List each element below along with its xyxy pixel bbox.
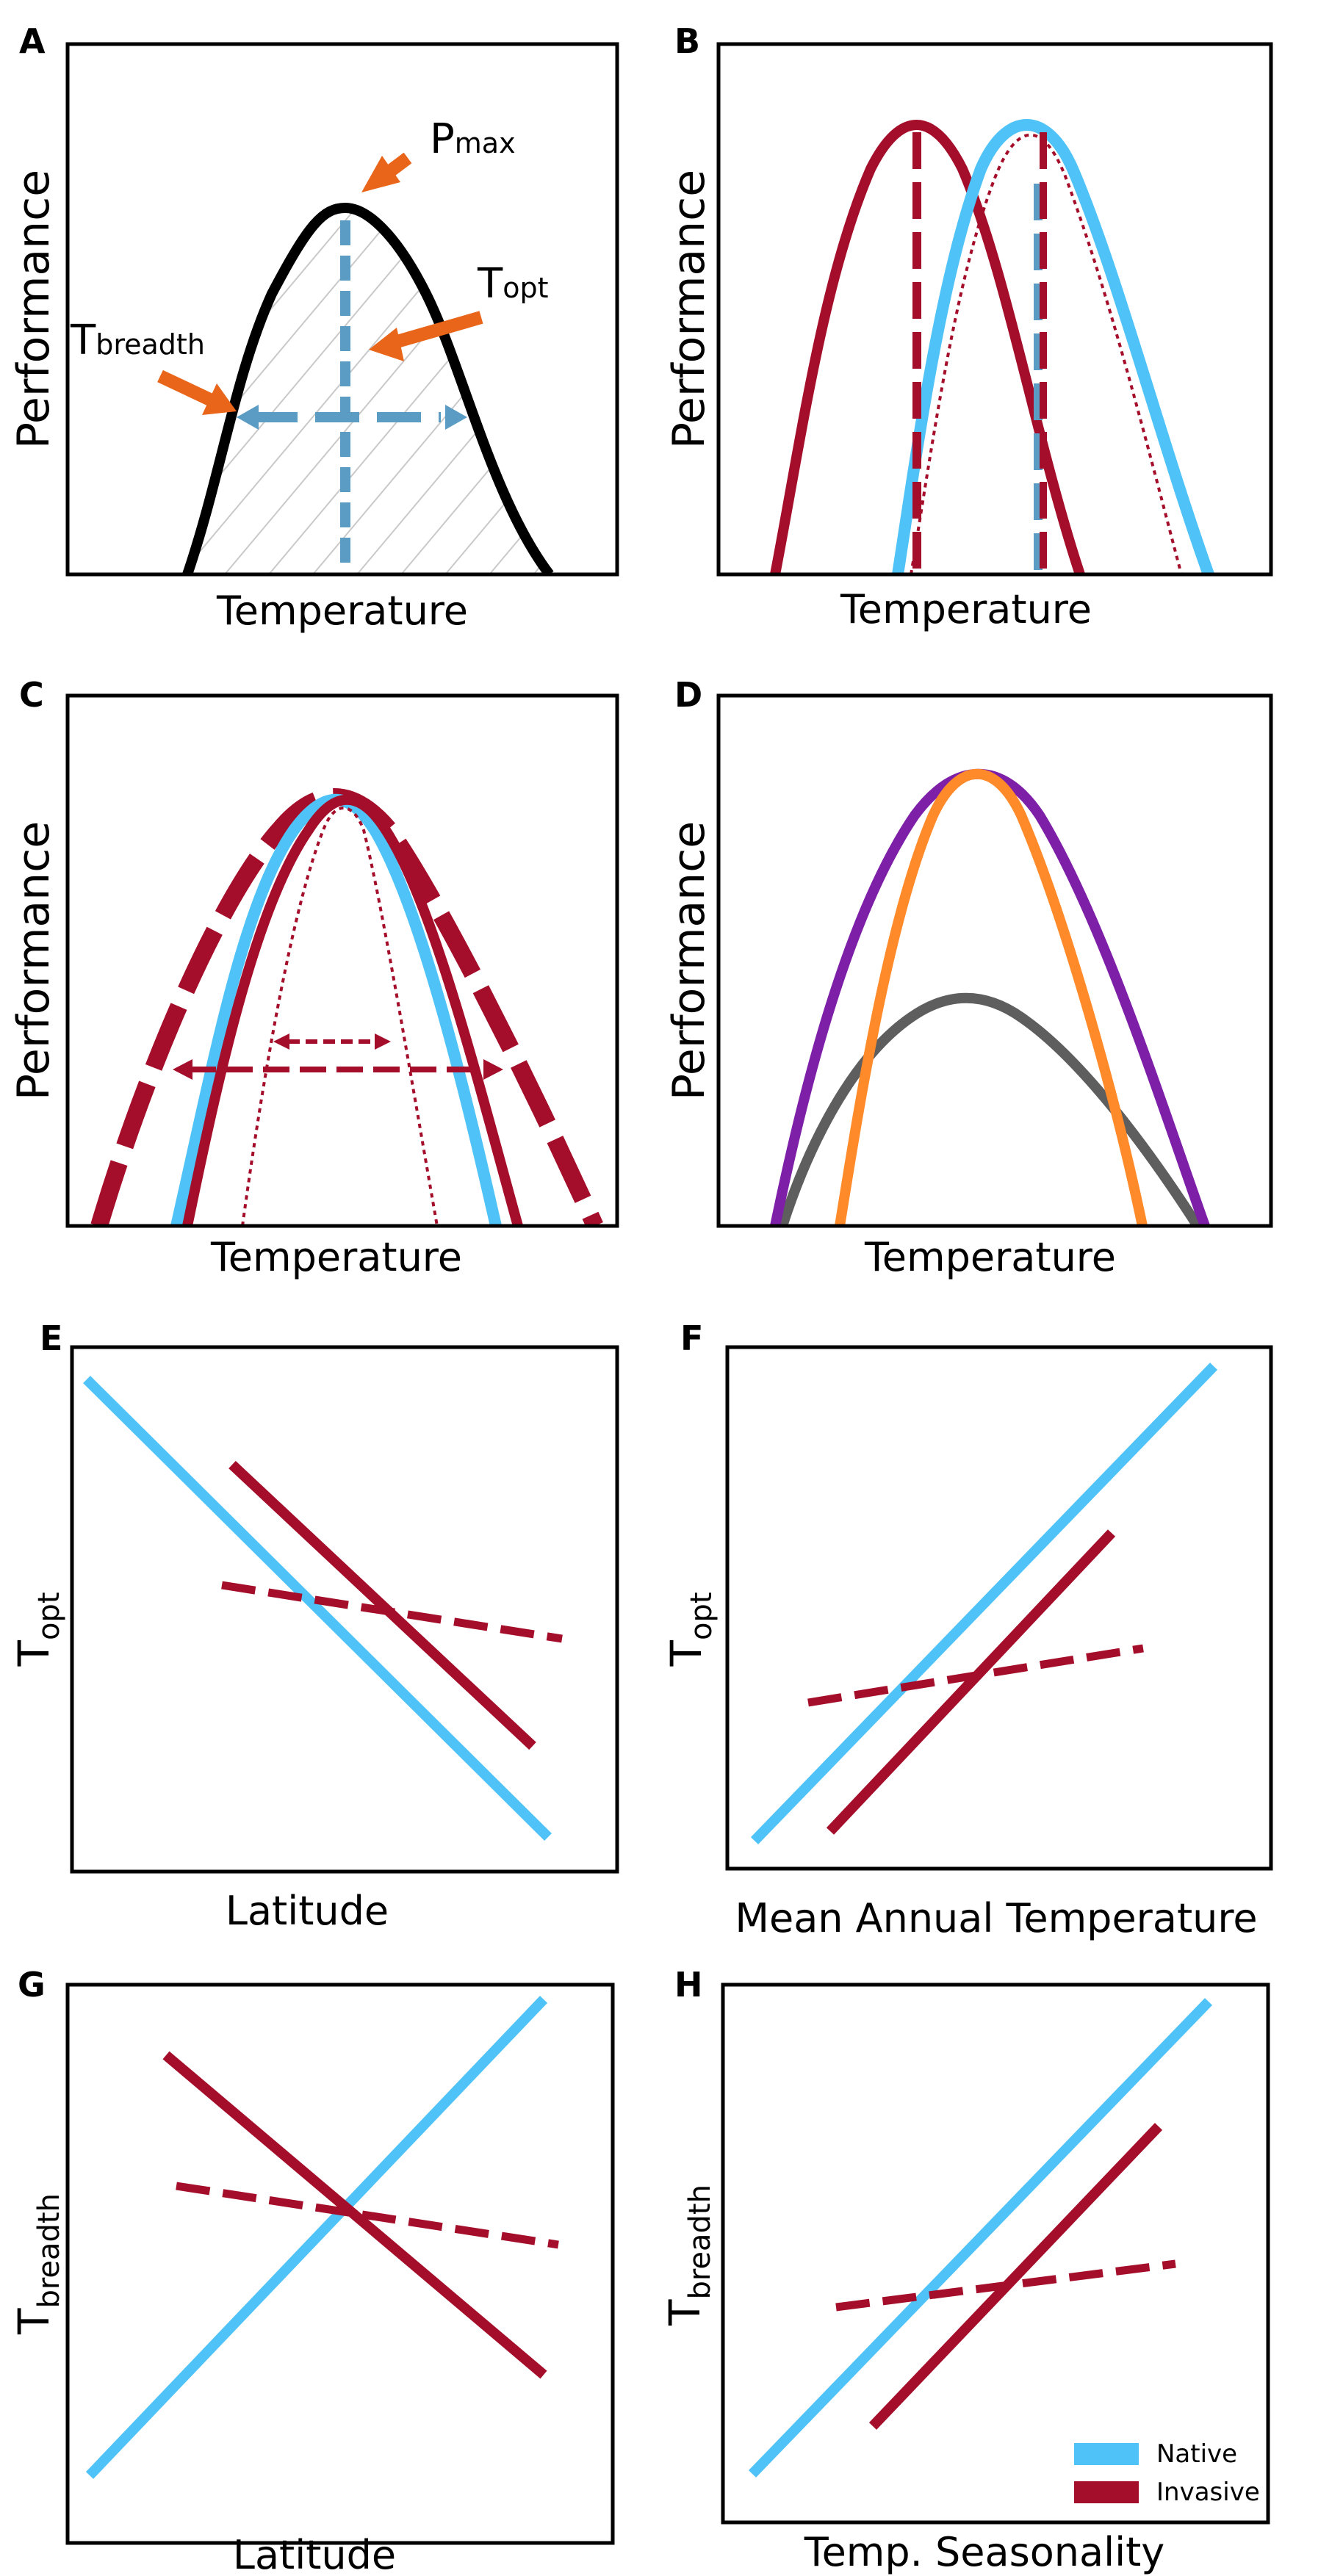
y-axis-label: Performance (8, 821, 60, 1100)
panel-letter-e: E (40, 1318, 62, 1358)
x-axis-label: Temp. Seasonality (804, 2529, 1164, 2575)
x-axis-label: Mean Annual Temperature (735, 1895, 1257, 1941)
panel-letter-d: D (674, 675, 702, 715)
panel-letter-f: F (680, 1318, 703, 1358)
invasive-curve-narrow (910, 134, 1183, 574)
panel-frame (70, 1345, 619, 1874)
native-trend-line (748, 1998, 1213, 2478)
panel-letter-h: H (674, 1965, 703, 2005)
narrow-arrowhead-right (375, 1033, 391, 1050)
pmax-arrow (361, 152, 412, 192)
invasive-curve-shifted (770, 120, 1085, 574)
x-axis-label: Temperature (864, 1234, 1116, 1280)
narrow-arrowhead-left (273, 1033, 289, 1050)
y-axis-label: Topt (9, 1592, 66, 1667)
y-axis-label: Performance (663, 170, 715, 449)
invasive-curve (182, 794, 523, 1226)
topt-arrow (369, 311, 483, 361)
panel-letter-g: G (18, 1965, 46, 2005)
panel-d: D Temperature Performance (663, 675, 1273, 1280)
panel-h: H Native Invasive Temp. Seasonality Tbre… (660, 1965, 1270, 2575)
native-trend-line (85, 1996, 548, 2479)
invasive-trend-line (826, 1529, 1116, 1835)
panel-letter-c: C (19, 675, 44, 715)
panel-e: E Latitude Topt (9, 1318, 619, 1934)
y-axis-label: Topt (661, 1592, 719, 1667)
breadth-arrowhead-left (237, 405, 259, 430)
invasive-trend-line (868, 2123, 1163, 2430)
native-curve (170, 793, 502, 1226)
y-axis-label: Performance (663, 821, 715, 1100)
x-axis-label: Temperature (210, 1234, 462, 1280)
panel-b: B Temperature Performance (663, 21, 1273, 632)
native-curve (892, 119, 1214, 574)
x-axis-label: Latitude (226, 1888, 389, 1934)
panel-frame (716, 693, 1273, 1228)
wide-arrowhead-left (173, 1059, 192, 1080)
panel-frame (725, 1345, 1273, 1871)
panel-frame (65, 42, 619, 577)
legend: Native Invasive (1074, 2439, 1260, 2507)
breadth-arrowhead-right (445, 405, 467, 430)
y-axis-label: Performance (8, 170, 60, 449)
invasive-curve-wide (90, 788, 603, 1226)
x-axis-label: Temperature (840, 586, 1092, 632)
orange-curve (835, 769, 1148, 1226)
wide-arrowhead-right (483, 1059, 503, 1080)
panel-a: A Pmax Topt Tbreadth Temperature Perform… (8, 21, 619, 634)
y-axis-label: Tbreadth (660, 2184, 717, 2326)
native-trend-line (83, 1376, 552, 1841)
x-axis-label: Temperature (216, 588, 468, 634)
legend-swatch-native (1074, 2443, 1139, 2465)
invasive-dashed-trend-line (807, 1644, 1144, 1707)
panel-frame (65, 1982, 615, 2545)
invasive-dashed-trend-line (835, 2259, 1176, 2312)
panel-frame (65, 693, 619, 1228)
invasive-trend-line (162, 2051, 547, 2379)
invasive-dashed-trend-line (176, 2182, 559, 2249)
native-trend-line (750, 1363, 1218, 1844)
panel-letter-b: B (674, 21, 700, 61)
topt-label: Topt (477, 260, 549, 308)
legend-label-native: Native (1156, 2439, 1237, 2469)
y-axis-label: Tbreadth (9, 2193, 66, 2335)
tbreadth-arrow (157, 369, 237, 415)
panel-frame (716, 42, 1273, 577)
invasive-dashed-trend-line (221, 1581, 563, 1643)
x-axis-label: Latitude (233, 2532, 396, 2576)
panel-f: F Mean Annual Temperature Topt (661, 1318, 1273, 1941)
panel-c: C Temperature Performance (8, 675, 619, 1280)
legend-swatch-invasive (1074, 2481, 1139, 2503)
panel-g: G Latitude Tbreadth (9, 1965, 615, 2576)
pmax-label: Pmax (430, 115, 516, 163)
invasive-curve-narrow (241, 807, 439, 1226)
invasive-trend-line (228, 1460, 536, 1750)
tbreadth-label: Tbreadth (70, 317, 205, 364)
panel-letter-a: A (19, 21, 46, 61)
tpc-area-hatch (187, 208, 550, 574)
legend-label-invasive: Invasive (1156, 2478, 1260, 2507)
panel-frame (721, 1982, 1270, 2525)
